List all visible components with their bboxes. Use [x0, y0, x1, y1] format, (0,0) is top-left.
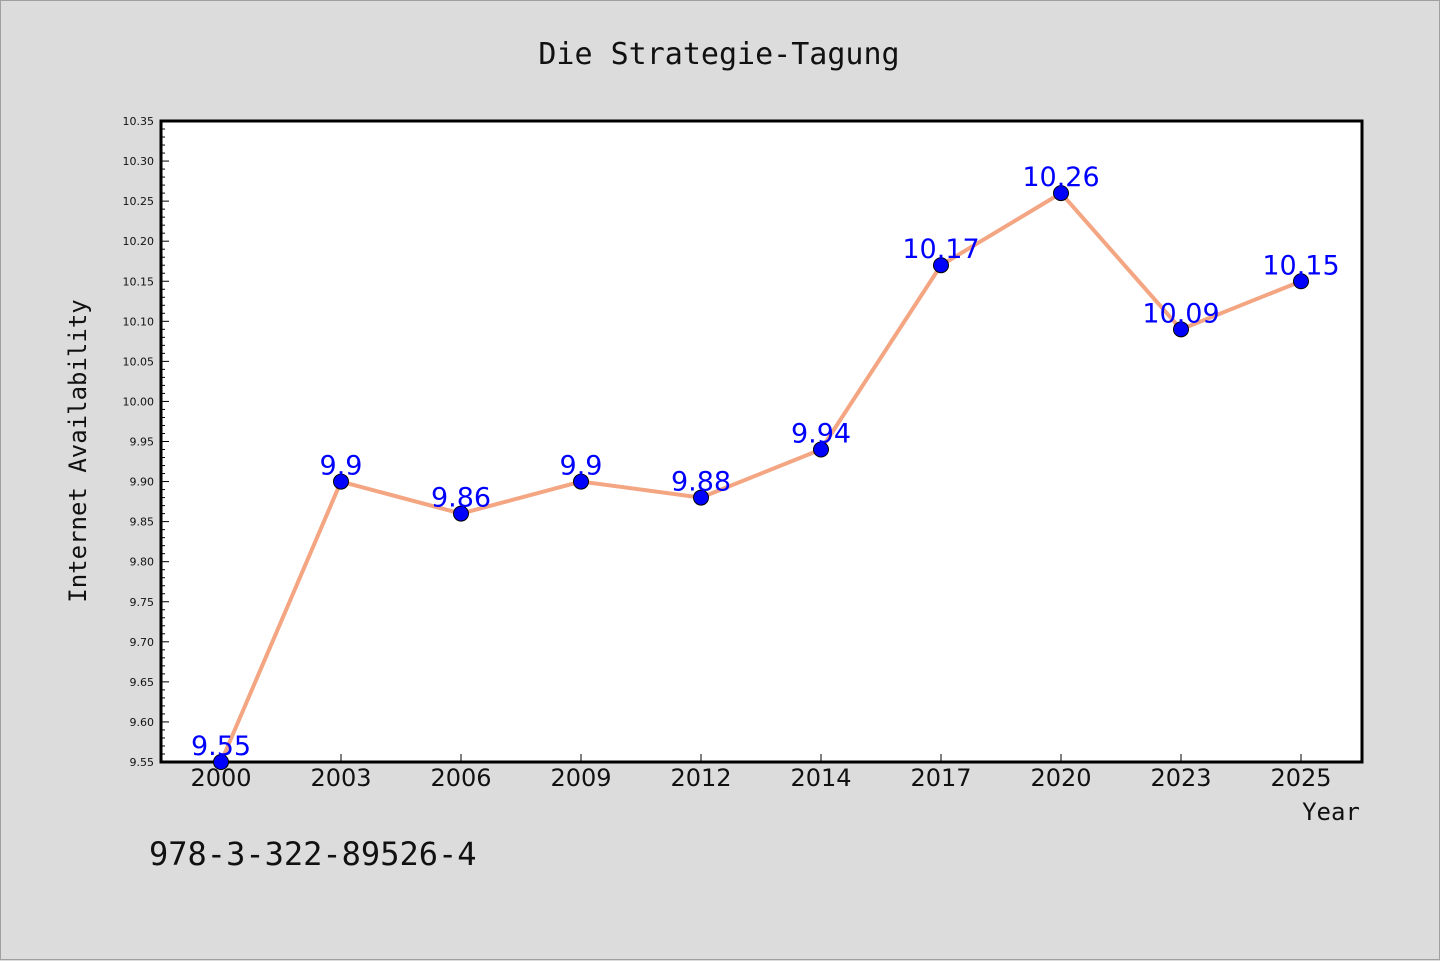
data-label: 9.86 — [431, 483, 491, 514]
data-label: 9.55 — [191, 731, 251, 762]
data-label: 10.15 — [1262, 250, 1339, 281]
data-label: 10.17 — [902, 234, 979, 265]
data-point — [1053, 185, 1069, 202]
data-label: 10.09 — [1142, 298, 1219, 329]
data-point — [333, 473, 349, 490]
x-tick-label: 2023 — [1150, 764, 1211, 792]
data-labels: 9.55 9.9 9.86 9.9 9.88 9.94 10.17 10.26 10.09 10.… — [191, 162, 1340, 762]
y-tick-label: 10.15 — [123, 275, 155, 288]
x-tick-label: 2006 — [430, 764, 491, 792]
y-tick-label: 9.55 — [130, 756, 155, 769]
y-tick-label: 10.30 — [123, 155, 155, 168]
data-label: 9.9 — [320, 451, 363, 482]
data-point — [813, 441, 829, 458]
y-tick-label: 9.60 — [130, 716, 155, 729]
y-tick-label: 9.80 — [130, 556, 155, 569]
x-axis-label: Year — [1302, 798, 1360, 826]
y-tick-label: 9.75 — [130, 596, 155, 609]
x-tick-label: 2020 — [1030, 764, 1091, 792]
y-axis-label: Internet Availability — [64, 299, 92, 602]
x-tick-label: 2017 — [910, 764, 971, 792]
isbn-text: 978-3-322-89526-4 — [149, 835, 477, 873]
data-point — [1173, 321, 1189, 338]
data-label: 9.9 — [560, 451, 603, 482]
data-point — [213, 754, 229, 770]
data-point — [1293, 273, 1309, 290]
data-point — [573, 473, 589, 490]
y-tick-label: 9.85 — [130, 516, 155, 529]
y-tick-label: 10.05 — [123, 355, 155, 368]
data-label: 10.26 — [1022, 162, 1099, 193]
y-axis: 9.55 9.60 9.65 9.70 9.75 9.80 9.85 9.90 9.95 10.0… — [123, 115, 169, 769]
data-point — [453, 505, 469, 522]
x-tick-label: 2025 — [1270, 764, 1331, 792]
plot-area — [159, 119, 1364, 764]
y-tick-label: 9.70 — [130, 636, 155, 649]
y-tick-label: 10.00 — [123, 395, 155, 408]
series-group — [213, 185, 1309, 770]
x-tick-label: 2009 — [550, 764, 611, 792]
y-tick-label: 10.20 — [123, 235, 155, 248]
x-axis: 2000 2003 2006 2009 2012 2014 2017 2020 2023 2025 — [190, 754, 1332, 792]
y-tick-label: 10.10 — [123, 315, 155, 328]
y-tick-label: 9.65 — [130, 676, 155, 689]
chart-title: Die Strategie-Tagung — [538, 37, 899, 72]
data-label: 9.88 — [671, 467, 731, 498]
x-tick-label: 2003 — [310, 764, 371, 792]
data-point — [933, 257, 949, 274]
series-line — [219, 191, 1302, 763]
x-tick-label: 2012 — [670, 764, 731, 792]
data-label: 9.94 — [791, 419, 851, 450]
y-tick-label: 9.90 — [130, 476, 155, 489]
y-tick-label: 10.35 — [123, 115, 155, 128]
data-point — [693, 489, 709, 506]
x-tick-label: 2014 — [790, 764, 851, 792]
y-tick-label: 9.95 — [130, 436, 155, 449]
y-tick-label: 10.25 — [123, 195, 155, 208]
